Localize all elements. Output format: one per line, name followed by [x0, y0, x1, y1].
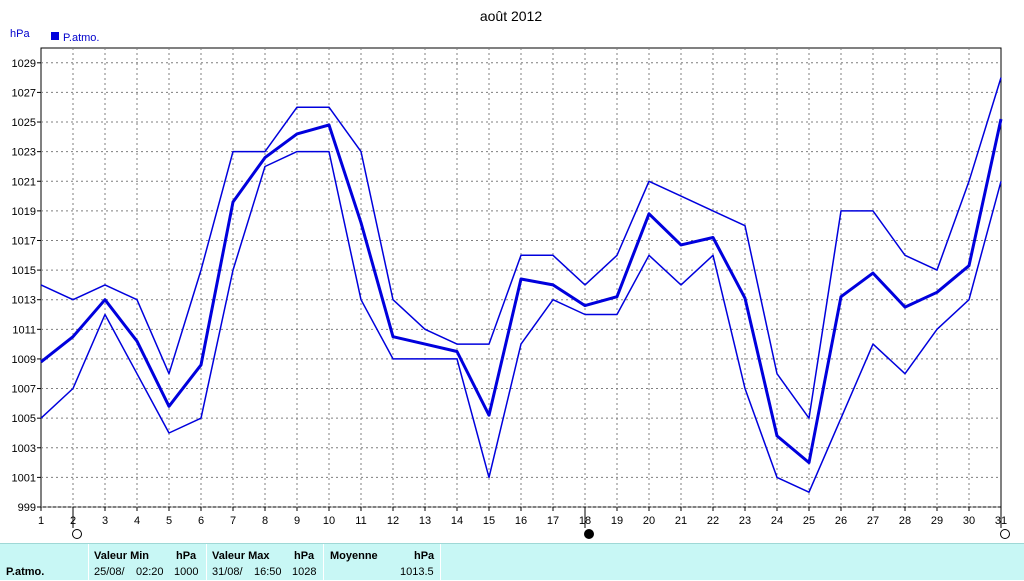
x-tick-label: 10: [323, 515, 335, 527]
x-tick-label: 21: [675, 515, 687, 527]
max-date: 31/08/: [212, 566, 243, 578]
y-tick-label: 1007: [12, 384, 36, 396]
x-tick-label: 5: [166, 515, 172, 527]
axis-ticks: 1234567891011121314151617181920212223242…: [12, 58, 1008, 527]
series-lines: [40, 77, 1003, 493]
x-tick-label: 28: [899, 515, 911, 527]
min-value: 1000: [174, 566, 199, 578]
y-tick-label: 1001: [12, 472, 36, 484]
max-time: 16:50: [254, 566, 282, 578]
y-tick-label: 1027: [12, 87, 36, 99]
footer-row-label: P.atmo.: [6, 566, 45, 578]
x-tick-label: 26: [835, 515, 847, 527]
x-tick-label: 20: [643, 515, 655, 527]
series-line-max: [40, 77, 1002, 419]
legend-label: P.atmo.: [63, 32, 100, 44]
y-tick-label: 1009: [12, 354, 36, 366]
y-tick-label: 1019: [12, 206, 36, 218]
y-tick-label: 1003: [12, 443, 36, 455]
x-tick-label: 9: [294, 515, 300, 527]
y-tick-label: 1015: [12, 265, 36, 277]
max-header: Valeur Max: [212, 550, 270, 562]
x-tick-label: 27: [867, 515, 879, 527]
series-line-min: [40, 150, 1002, 493]
footer-divider: [206, 544, 207, 581]
x-tick-label: 24: [771, 515, 783, 527]
x-tick-label: 25: [803, 515, 815, 527]
gridlines: [41, 48, 1001, 508]
y-tick-label: 1025: [12, 117, 36, 129]
x-tick-label: 19: [611, 515, 623, 527]
min-unit: hPa: [176, 550, 197, 562]
x-tick-label: 11: [355, 515, 366, 527]
footer-divider: [323, 544, 324, 581]
y-tick-label: 999: [18, 502, 36, 514]
x-tick-label: 4: [134, 515, 140, 527]
x-tick-label: 8: [262, 515, 268, 527]
y-tick-label: 1011: [12, 324, 36, 336]
x-tick-label: 29: [931, 515, 943, 527]
open-circle-icon: [1000, 529, 1010, 539]
y-tick-label: 1017: [12, 235, 36, 247]
x-tick-label: 22: [707, 515, 719, 527]
x-tick-label: 6: [198, 515, 204, 527]
x-tick-label: 17: [547, 515, 559, 527]
x-tick-label: 30: [963, 515, 975, 527]
y-tick-label: 1021: [12, 176, 36, 188]
x-tick-label: 3: [102, 515, 108, 527]
x-tick-label: 1: [38, 515, 44, 527]
footer-divider: [88, 544, 89, 581]
x-tick-label: 12: [387, 515, 399, 527]
min-time: 02:20: [136, 566, 164, 578]
max-unit: hPa: [294, 550, 315, 562]
moon-phase-markers: [72, 510, 1010, 539]
max-value: 1028: [292, 566, 317, 578]
avg-header: Moyenne: [330, 550, 378, 562]
y-tick-label: 1013: [12, 295, 36, 307]
filled-circle-icon: [584, 529, 594, 539]
open-circle-icon: [72, 529, 82, 539]
legend-swatch: [51, 32, 59, 40]
avg-unit: hPa: [414, 550, 435, 562]
pressure-chart: août 2012 hPa P.atmo. 123456789101112131…: [10, 8, 1010, 539]
chart-title: août 2012: [480, 8, 542, 24]
y-axis-unit: hPa: [10, 28, 30, 40]
y-tick-label: 1023: [12, 147, 36, 159]
x-tick-label: 13: [419, 515, 431, 527]
footer-divider: [440, 544, 441, 581]
y-tick-label: 1029: [12, 58, 36, 70]
series-line-mean: [40, 118, 1003, 465]
y-tick-label: 1005: [12, 413, 36, 425]
min-header: Valeur Min: [94, 550, 150, 562]
summary-footer: P.atmo. Valeur Min hPa 25/08/ 02:20 1000…: [0, 543, 1024, 581]
x-tick-label: 7: [230, 515, 236, 527]
x-tick-label: 23: [739, 515, 751, 527]
avg-value: 1013.5: [400, 566, 434, 578]
x-tick-label: 14: [451, 515, 463, 527]
min-date: 25/08/: [94, 566, 125, 578]
x-tick-label: 16: [515, 515, 527, 527]
x-tick-label: 15: [483, 515, 495, 527]
